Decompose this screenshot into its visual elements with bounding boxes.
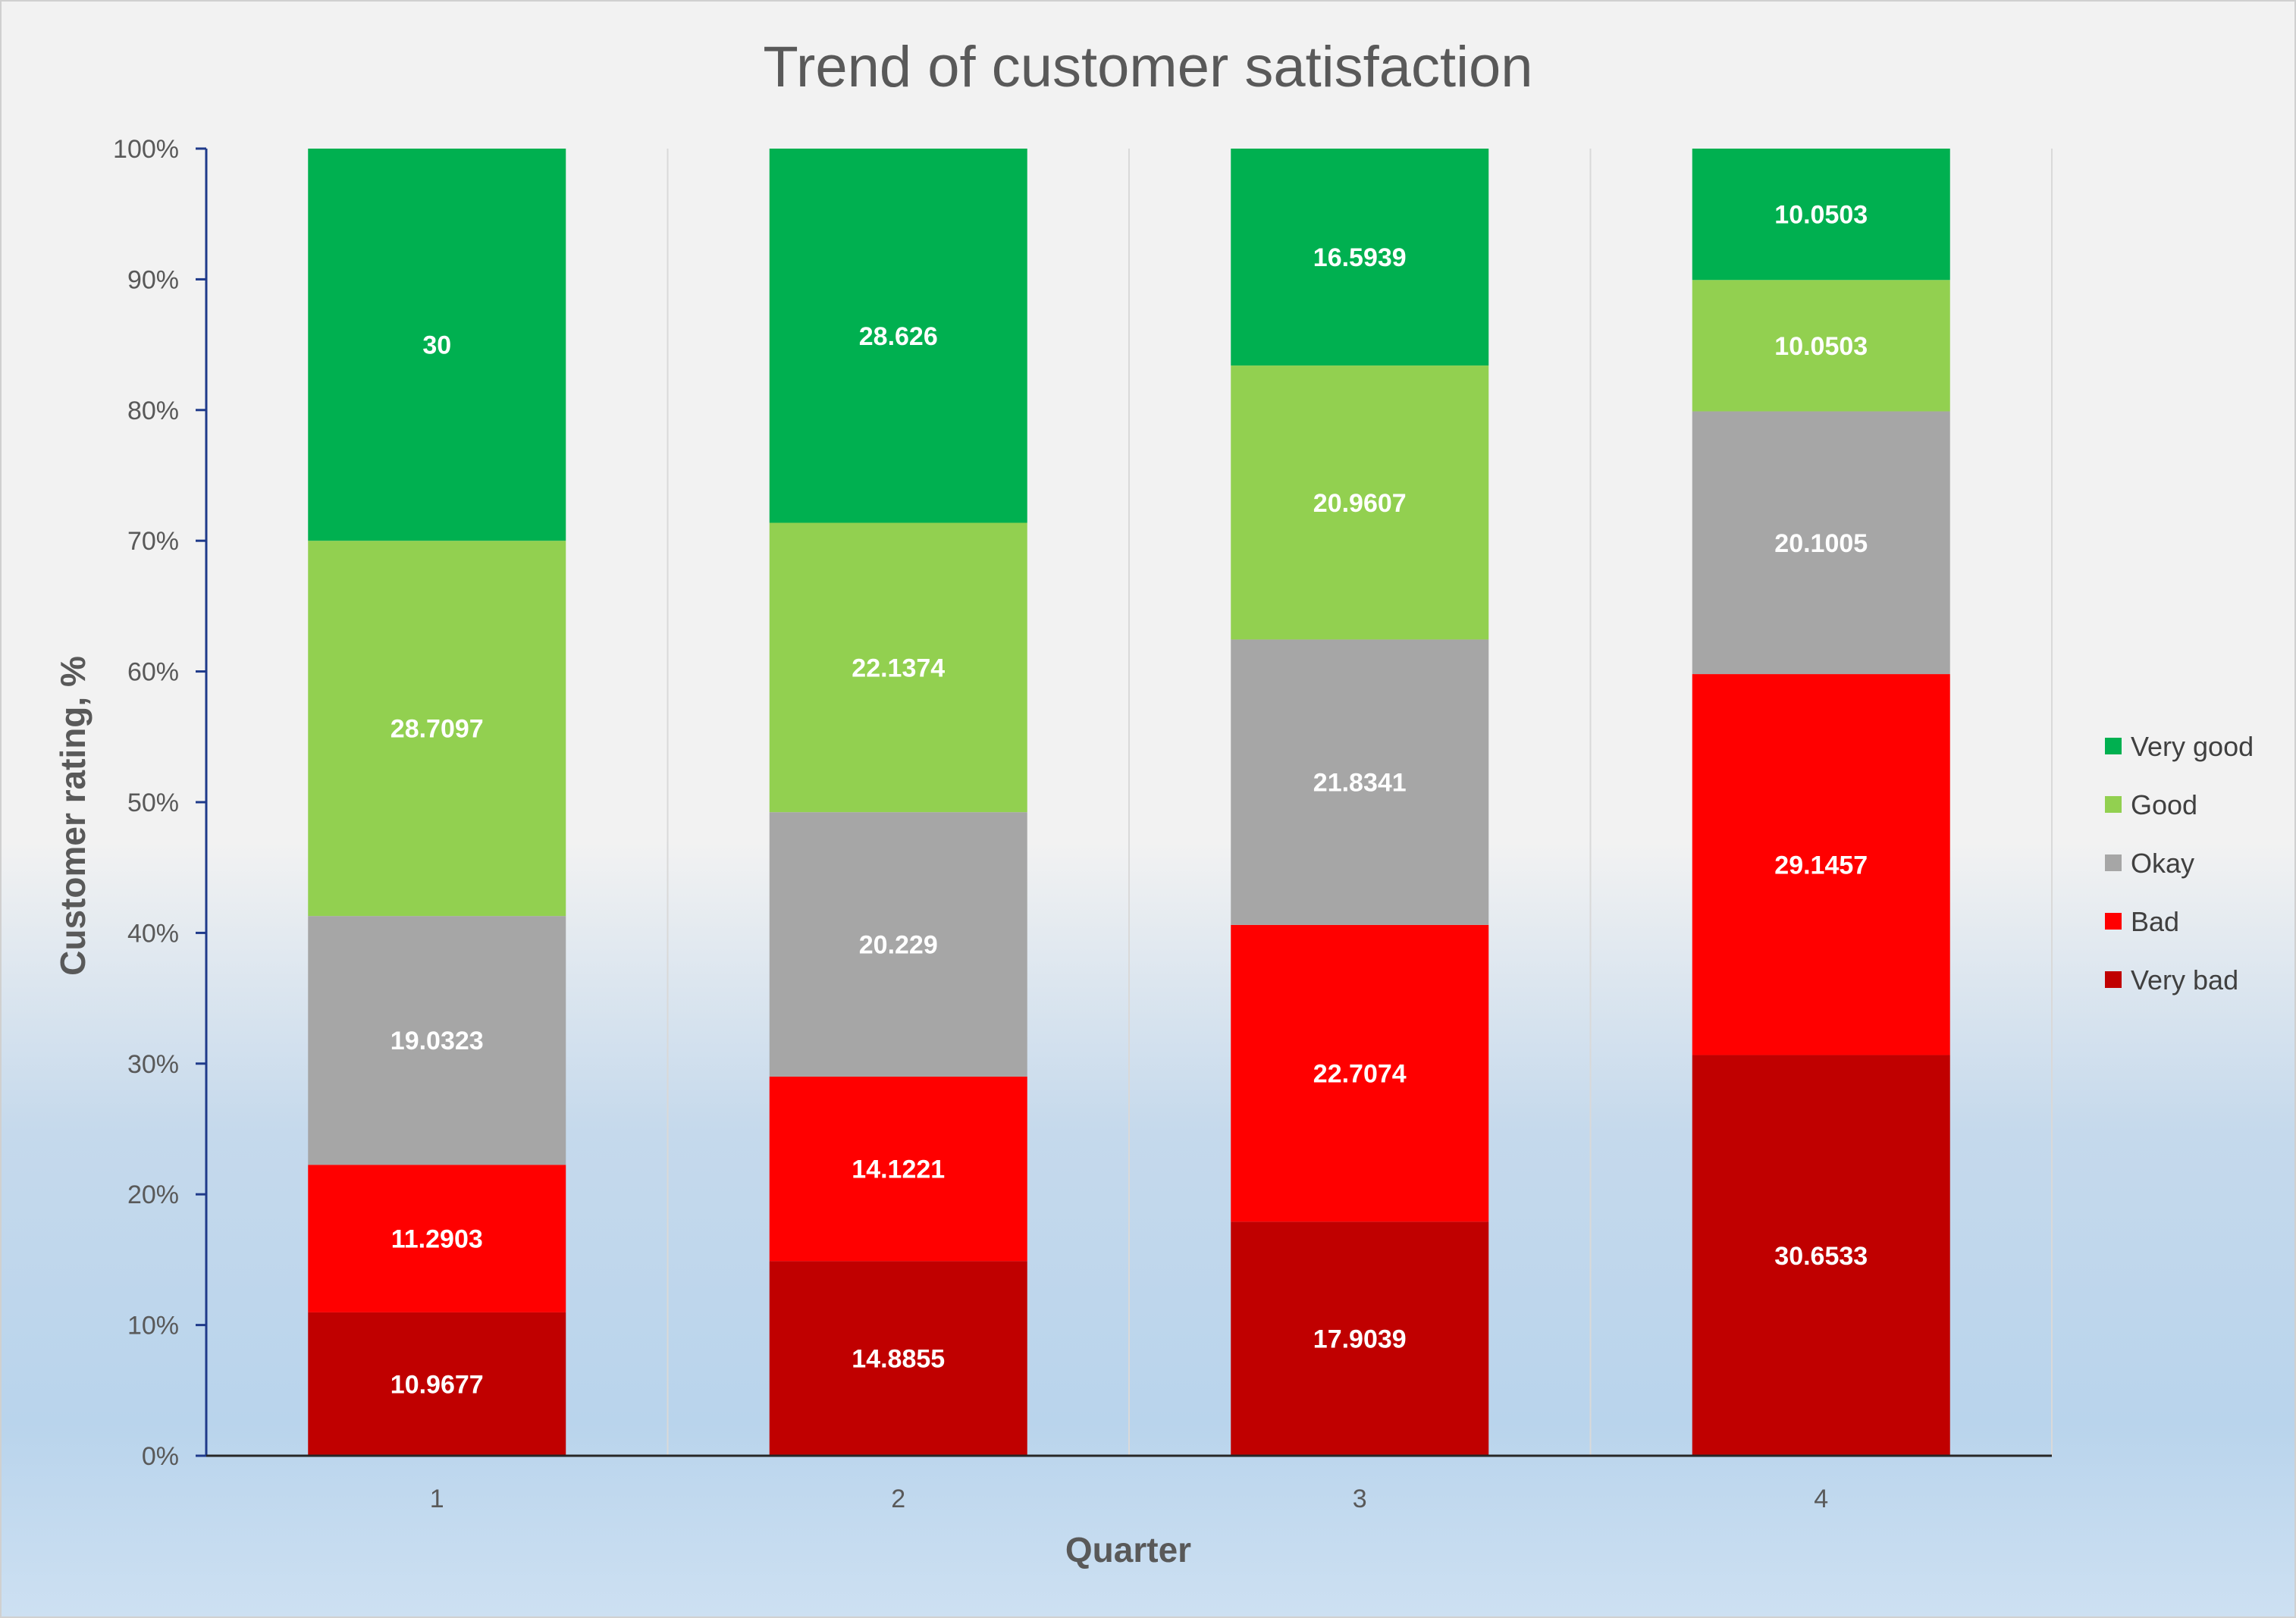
chart-title: Trend of customer satisfaction — [763, 35, 1532, 99]
x-axis-title: Quarter — [1065, 1530, 1191, 1569]
legend-swatch — [2105, 854, 2122, 871]
data-label: 17.9039 — [1313, 1325, 1407, 1354]
legend-swatch — [2105, 913, 2122, 930]
data-label: 16.5939 — [1313, 243, 1407, 272]
data-label: 10.0503 — [1774, 332, 1868, 361]
bar-segment — [308, 1312, 566, 1456]
x-tick-label: 2 — [891, 1485, 905, 1513]
y-tick-label: 70% — [127, 527, 179, 556]
data-label: 14.8855 — [852, 1345, 945, 1374]
bar-segment — [769, 149, 1027, 523]
data-label: 29.1457 — [1774, 851, 1868, 880]
legend-label: Very bad — [2131, 964, 2238, 996]
bar-segment — [1231, 149, 1489, 366]
data-label: 30 — [422, 331, 451, 360]
data-label: 28.7097 — [391, 715, 484, 744]
bar-segment — [1692, 1055, 1950, 1456]
bar-segment — [1692, 411, 1950, 675]
data-label: 10.0503 — [1774, 201, 1868, 230]
data-label: 11.2903 — [391, 1225, 483, 1254]
legend-label: Very good — [2131, 731, 2254, 762]
legend-swatch — [2105, 971, 2122, 988]
y-tick-label: 80% — [127, 397, 179, 425]
axes: 1 2 3 40%10%20%30%40%50%60%70%80%90%100% — [113, 135, 2052, 1513]
y-tick-label: 30% — [127, 1050, 179, 1079]
bar-segment — [308, 916, 566, 1165]
bar-segment — [1692, 674, 1950, 1055]
legend-label: Okay — [2131, 848, 2194, 879]
data-label: 20.9607 — [1313, 489, 1407, 518]
data-label: 21.8341 — [1313, 769, 1407, 798]
bar-segment — [1231, 639, 1489, 925]
y-tick-label: 20% — [127, 1181, 179, 1209]
bar-segment — [769, 812, 1027, 1077]
data-label: 10.9677 — [391, 1370, 484, 1399]
legend: Very good Good Okay Bad Very bad — [2105, 731, 2254, 996]
bars — [308, 149, 1950, 1456]
bar-segment — [769, 522, 1027, 813]
bar-segment — [769, 1076, 1027, 1262]
bar-segment — [1231, 1221, 1489, 1456]
legend-label: Bad — [2131, 906, 2179, 937]
legend-label: Good — [2131, 789, 2197, 820]
bar-segment — [1231, 365, 1489, 640]
bar-segment — [308, 541, 566, 917]
data-label: 22.1374 — [852, 654, 945, 682]
y-axis-title: Customer rating, % — [53, 656, 93, 976]
data-label: 20.229 — [859, 931, 938, 960]
data-label: 30.6533 — [1774, 1242, 1868, 1271]
data-label: 19.0323 — [391, 1027, 484, 1055]
y-tick-label: 60% — [127, 658, 179, 687]
bar-segment — [308, 1165, 566, 1312]
legend-swatch — [2105, 796, 2122, 813]
y-tick-label: 50% — [127, 789, 179, 817]
x-tick-label: 1 — [430, 1485, 444, 1513]
y-tick-label: 90% — [127, 265, 179, 294]
y-tick-label: 100% — [113, 135, 179, 164]
gridlines — [667, 149, 2053, 1456]
data-label: 28.626 — [859, 322, 938, 351]
y-tick-label: 10% — [127, 1312, 179, 1340]
data-label: 20.1005 — [1774, 529, 1868, 558]
bar-segment — [769, 1261, 1027, 1456]
bar-segment — [1692, 149, 1950, 281]
data-labels: 10.9677 11.2903 19.0323 28.7097 30 14.8855 14.… — [391, 201, 1868, 1400]
bar-segment — [1231, 924, 1489, 1222]
bar-segment — [308, 149, 566, 541]
data-label: 14.1221 — [852, 1155, 945, 1184]
bar-segment — [1692, 280, 1950, 412]
x-tick-label: 4 — [1814, 1485, 1828, 1513]
y-tick-label: 0% — [142, 1442, 179, 1471]
y-tick-label: 40% — [127, 919, 179, 948]
legend-swatch — [2105, 738, 2122, 754]
data-label: 22.7074 — [1313, 1060, 1407, 1089]
x-tick-label: 3 — [1353, 1485, 1367, 1513]
